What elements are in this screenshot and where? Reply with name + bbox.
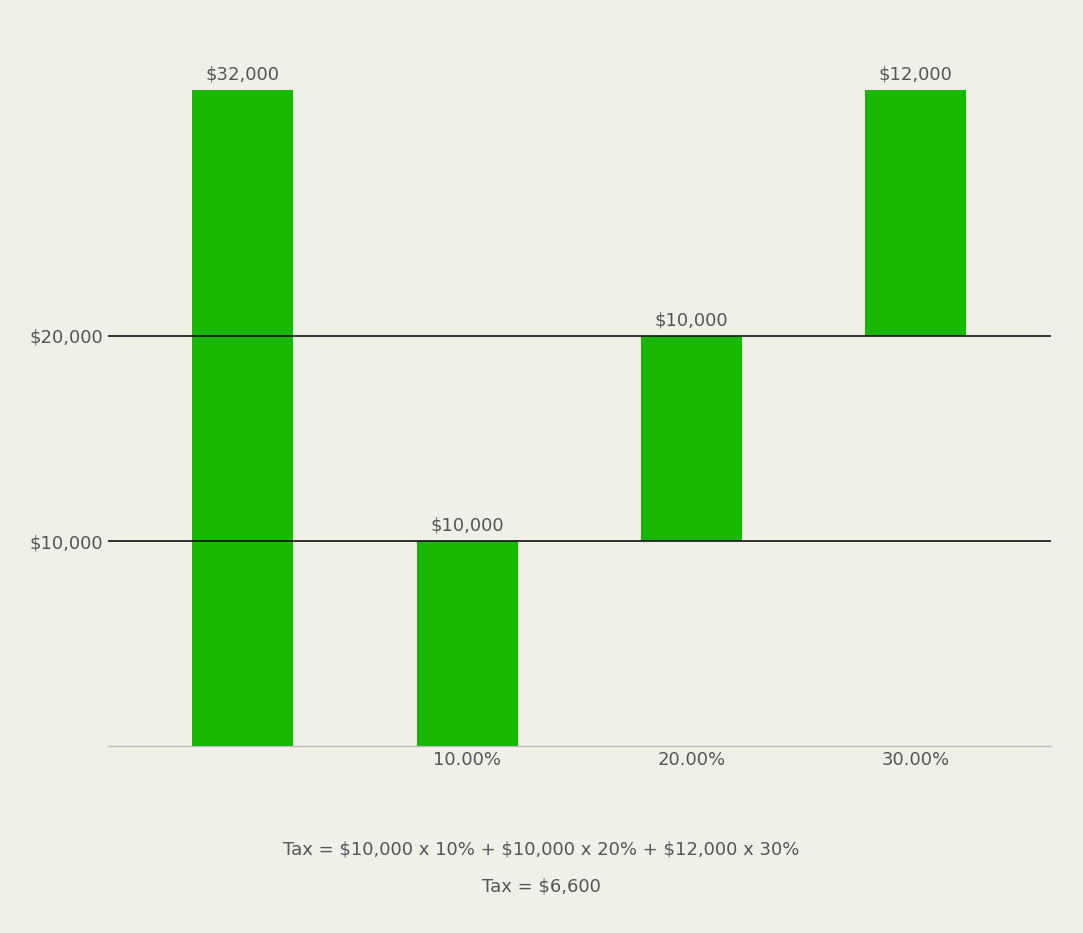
Bar	[865, 90, 966, 336]
Text: $32,000: $32,000	[206, 65, 279, 83]
Text: Tax = $6,600: Tax = $6,600	[482, 877, 601, 896]
Text: $10,000: $10,000	[655, 312, 729, 329]
Bar	[641, 336, 742, 541]
Bar	[417, 541, 518, 746]
Text: Tax = $10,000 x 10% + $10,000 x 20% + $12,000 x 30%: Tax = $10,000 x 10% + $10,000 x 20% + $1…	[284, 840, 799, 858]
Bar	[193, 90, 293, 746]
Text: $12,000: $12,000	[879, 65, 953, 83]
Text: $10,000: $10,000	[430, 517, 504, 535]
